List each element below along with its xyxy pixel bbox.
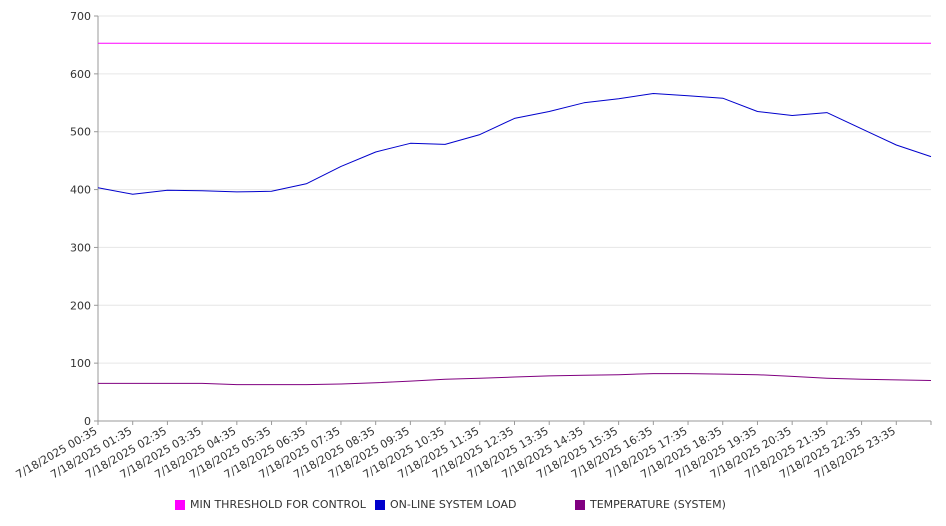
y-tick-label: 100 xyxy=(70,357,91,370)
legend-item-online-system-load[interactable]: ON-LINE SYSTEM LOAD xyxy=(375,498,516,511)
legend-label-online-system-load: ON-LINE SYSTEM LOAD xyxy=(390,498,517,511)
legend-swatch-online-system-load xyxy=(375,499,385,510)
x-axis-ticks: 7/18/2025 00:357/18/2025 01:357/18/2025 … xyxy=(14,421,932,481)
legend: MIN THRESHOLD FOR CONTROL ON-LINE SYSTEM… xyxy=(0,498,946,514)
y-tick-label: 600 xyxy=(70,68,91,81)
y-tick-label: 700 xyxy=(70,10,91,23)
legend-swatch-temperature-system xyxy=(575,499,585,510)
y-tick-label: 300 xyxy=(70,241,91,254)
legend-label-temperature-system: TEMPERATURE (SYSTEM) xyxy=(590,498,726,511)
legend-swatch-min-threshold xyxy=(175,499,185,510)
y-tick-label: 400 xyxy=(70,184,91,197)
y-axis-ticks: 0 100 200 300 400 500 600 700 xyxy=(70,10,98,428)
series-lines xyxy=(97,42,932,386)
gridlines xyxy=(98,15,931,364)
series-line-temperature-system xyxy=(98,373,932,386)
legend-item-min-threshold[interactable]: MIN THRESHOLD FOR CONTROL xyxy=(175,498,366,511)
y-tick-label: 200 xyxy=(70,299,91,312)
y-tick-label: 0 xyxy=(84,415,91,428)
legend-label-min-threshold: MIN THRESHOLD FOR CONTROL xyxy=(190,498,366,511)
series-line-on-line-system-load xyxy=(97,93,932,195)
axes xyxy=(97,16,931,422)
legend-item-temperature-system[interactable]: TEMPERATURE (SYSTEM) xyxy=(575,498,726,511)
y-tick-label: 500 xyxy=(70,126,91,139)
